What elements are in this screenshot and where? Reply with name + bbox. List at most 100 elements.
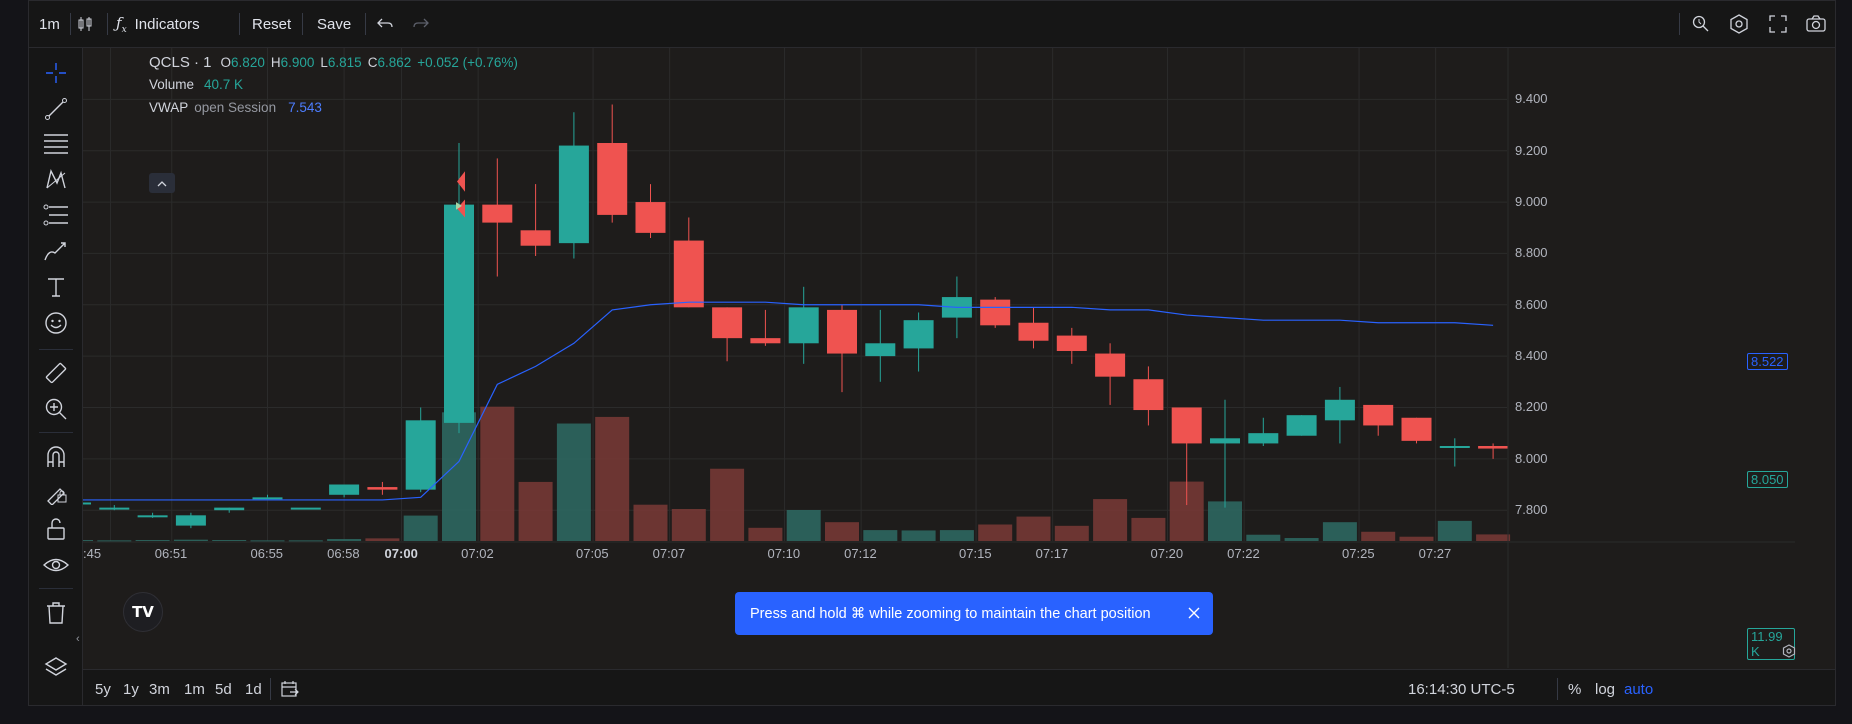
- open-label: O6.820: [221, 55, 265, 70]
- screenshot-camera-icon[interactable]: [1806, 1, 1826, 47]
- price-tick-label: 8.200: [1515, 399, 1548, 415]
- undo-icon[interactable]: [377, 1, 393, 47]
- price-tick-label: 8.600: [1515, 296, 1548, 312]
- chevron-up-icon: [157, 174, 167, 192]
- go-to-date-calendar-icon[interactable]: [281, 670, 299, 705]
- fullscreen-icon[interactable]: [1769, 1, 1787, 47]
- candle-body: [1401, 417, 1432, 441]
- time-tick-label: :45: [83, 546, 102, 561]
- range-5d-button[interactable]: 5d: [215, 680, 232, 698]
- price-tick-label: 9.400: [1515, 91, 1548, 107]
- trend-line-icon[interactable]: [41, 94, 71, 124]
- time-tick-label: 07:17: [1035, 546, 1069, 561]
- price-tick-label: 9.000: [1515, 194, 1548, 210]
- candle-body: [1478, 445, 1509, 449]
- pattern-tool-icon[interactable]: [41, 164, 71, 194]
- toolbar-divider: [270, 678, 271, 700]
- layers-icon[interactable]: [41, 652, 71, 682]
- save-button[interactable]: Save: [317, 15, 352, 33]
- range-1m-button[interactable]: 1m: [184, 680, 205, 698]
- vwap-label[interactable]: VWAP: [149, 100, 189, 115]
- candle-body: [1363, 404, 1394, 426]
- tradingview-logo[interactable]: TV: [123, 592, 163, 632]
- chart-canvas[interactable]: [83, 48, 1795, 668]
- high-value: 6.900: [280, 55, 315, 70]
- settings-icon[interactable]: [1729, 1, 1749, 47]
- candle-body: [1056, 335, 1087, 351]
- toolbar-divider: [365, 13, 366, 35]
- redo-icon[interactable]: [413, 1, 429, 47]
- auto-scale-button[interactable]: auto: [1624, 680, 1654, 698]
- volume-bar: [1131, 517, 1166, 541]
- c-letter: C: [367, 55, 378, 70]
- low-label: L6.815: [320, 55, 361, 70]
- time-tick-label: 07:25: [1342, 546, 1375, 561]
- candle-body: [1133, 379, 1164, 411]
- legend-collapse-button[interactable]: [149, 173, 175, 193]
- volume-bar: [710, 468, 745, 541]
- fib-tool-icon[interactable]: [41, 200, 71, 230]
- candle-body: [827, 309, 857, 354]
- volume-bar: [1399, 536, 1434, 541]
- text-tool-icon[interactable]: [41, 272, 71, 302]
- toolbar-divider: [70, 13, 71, 35]
- clock-timezone[interactable]: 16:14:30 UTC-5: [1408, 680, 1515, 698]
- range-1y-button[interactable]: 1y: [123, 680, 139, 698]
- brush-icon[interactable]: [41, 236, 71, 266]
- close-label: C6.862: [368, 55, 412, 70]
- magnet-icon[interactable]: [41, 442, 71, 472]
- function-icon: ƒx: [116, 13, 127, 35]
- emoji-icon[interactable]: [41, 308, 71, 338]
- price-tick-label: 7.800: [1515, 502, 1548, 518]
- symbol-label[interactable]: QCLS · 1: [149, 54, 212, 71]
- change-value: +0.052 (+0.76%): [417, 55, 518, 70]
- visibility-eye-icon[interactable]: [41, 550, 71, 580]
- toolbar-divider: [39, 432, 73, 433]
- price-tick-label: 8.000: [1515, 450, 1548, 466]
- horizontal-lines-icon[interactable]: [41, 128, 71, 158]
- crosshair-icon[interactable]: [41, 58, 71, 88]
- volume-bar: [1093, 499, 1128, 541]
- ruler-icon[interactable]: [41, 358, 71, 388]
- chart-type-candles-icon[interactable]: [77, 1, 93, 47]
- percent-scale-button[interactable]: %: [1568, 680, 1582, 698]
- hide-toolbar-toggle[interactable]: ‹: [76, 633, 80, 645]
- top-toolbar: 1m ƒx Indicators Reset Save: [29, 1, 1835, 48]
- indicators-button[interactable]: ƒx Indicators: [116, 1, 200, 47]
- range-1d-button[interactable]: 1d: [245, 680, 262, 698]
- chart-background: [83, 48, 1795, 668]
- close-icon[interactable]: [1185, 604, 1203, 622]
- candle-body: [1248, 433, 1279, 444]
- quick-search-icon[interactable]: [1692, 1, 1710, 47]
- main-series-legend: QCLS · 1 O6.820 H6.900 L6.815 C6.862 +0.…: [149, 54, 518, 71]
- range-3m-button[interactable]: 3m: [149, 680, 170, 698]
- unlock-icon[interactable]: [41, 514, 71, 544]
- volume-bar: [1284, 538, 1319, 541]
- time-tick-label: 07:02: [461, 546, 494, 561]
- volume-bar: [1476, 534, 1511, 541]
- time-tick-label: 07:22: [1227, 546, 1260, 561]
- reset-button[interactable]: Reset: [252, 15, 292, 33]
- h-letter: H: [270, 55, 281, 70]
- trash-icon[interactable]: [41, 598, 71, 628]
- volume-legend: Volume 40.7 K: [149, 77, 243, 92]
- chart-pane[interactable]: QCLS · 1 O6.820 H6.900 L6.815 C6.862 +0.…: [83, 48, 1796, 668]
- lock-drawing-icon[interactable]: [41, 478, 71, 508]
- candle-body: [750, 338, 781, 344]
- candle-body: [1286, 415, 1317, 436]
- price-tick-label: 8.800: [1515, 245, 1548, 261]
- volume-label[interactable]: Volume: [149, 77, 195, 92]
- buy-marker: [456, 202, 462, 210]
- candle-body: [367, 487, 398, 490]
- zoom-in-icon[interactable]: [41, 394, 71, 424]
- range-5y-button[interactable]: 5y: [95, 680, 111, 698]
- volume-bar: [901, 530, 936, 541]
- candle-body: [1095, 353, 1126, 377]
- candle-body: [673, 240, 704, 308]
- interval-button[interactable]: 1m: [39, 15, 60, 33]
- log-scale-button[interactable]: log: [1595, 680, 1616, 698]
- high-label: H6.900: [271, 55, 315, 70]
- axis-settings-gear-icon[interactable]: [1782, 644, 1796, 663]
- vwap-value: 7.543: [288, 100, 322, 115]
- toolbar-divider: [39, 349, 73, 350]
